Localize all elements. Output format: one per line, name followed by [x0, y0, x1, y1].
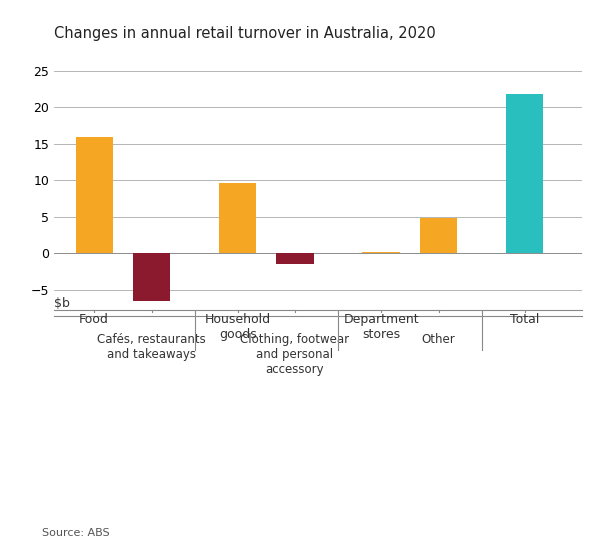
Bar	[219, 183, 256, 254]
Text: Department
stores: Department stores	[343, 313, 419, 341]
Bar	[420, 218, 457, 254]
Bar	[76, 137, 113, 254]
Text: Source: ABS: Source: ABS	[42, 528, 110, 538]
Text: $b: $b	[54, 296, 70, 310]
Text: Household
goods: Household goods	[205, 313, 271, 341]
Text: Changes in annual retail turnover in Australia, 2020: Changes in annual retail turnover in Aus…	[54, 26, 436, 41]
Text: Total: Total	[510, 313, 539, 326]
Text: Other: Other	[422, 333, 455, 346]
Bar	[362, 252, 400, 254]
Text: Food: Food	[79, 313, 109, 326]
Bar	[506, 94, 543, 254]
Bar	[133, 254, 170, 301]
Bar	[277, 254, 314, 264]
Text: Clothing, footwear
and personal
accessory: Clothing, footwear and personal accessor…	[241, 333, 350, 376]
Text: Cafés, restaurants
and takeaways: Cafés, restaurants and takeaways	[97, 333, 206, 361]
